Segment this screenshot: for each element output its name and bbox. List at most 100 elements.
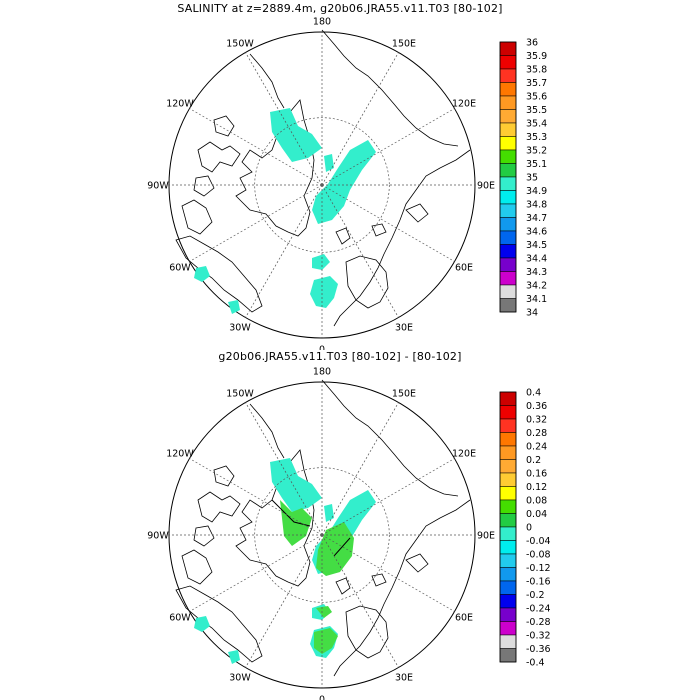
colorbar-label: -0.36 <box>526 644 551 655</box>
colorbar-label: -0.4 <box>526 658 545 669</box>
data-field <box>310 276 338 308</box>
colorbar-frame <box>499 391 517 663</box>
data-field <box>270 108 322 162</box>
data-field <box>194 616 210 632</box>
meridian-line <box>321 52 399 186</box>
coastline <box>249 403 285 459</box>
colorbar-label: 0.04 <box>526 509 547 520</box>
longitude-label: 0 <box>319 695 325 700</box>
colorbar-label: 35.8 <box>526 65 547 76</box>
colorbar-swatch <box>499 499 517 514</box>
colorbar-frame <box>499 41 517 313</box>
coastline <box>333 149 471 327</box>
coastline <box>197 491 241 523</box>
colorbar-swatch <box>499 405 517 420</box>
coastline <box>405 203 429 223</box>
colorbar-swatch <box>499 607 517 622</box>
colorbar-label: -0.24 <box>526 604 551 615</box>
colorbar-label: -0.28 <box>526 617 551 628</box>
colorbar-swatch <box>499 217 517 232</box>
coastline <box>371 223 387 237</box>
map-title: g20b06.JRA55.v11.T03 [80-102] - [80-102] <box>218 350 462 363</box>
colorbar-label: 35.5 <box>526 105 547 116</box>
meridian-line <box>189 458 323 536</box>
data-field <box>316 522 354 576</box>
coastline <box>321 29 459 147</box>
colorbar-swatch <box>499 621 517 636</box>
coastline <box>335 227 351 245</box>
data-field <box>324 154 334 172</box>
longitude-label: 90E <box>477 181 495 192</box>
colorbar-swatch <box>499 95 517 110</box>
meridian-line <box>189 184 323 262</box>
colorbar-label: 35.9 <box>526 51 547 62</box>
colorbar-label: 0.32 <box>526 415 547 426</box>
coastline <box>181 199 213 235</box>
longitude-label: 180 <box>313 17 331 28</box>
longitude-label: 150E <box>392 388 416 399</box>
meridian-line <box>321 458 455 536</box>
colorbar-swatch <box>499 391 517 406</box>
colorbar-swatch <box>499 122 517 137</box>
meridian-line <box>321 534 399 668</box>
colorbar-label: 0.16 <box>526 469 547 480</box>
meridian-line <box>321 534 455 612</box>
colorbar-label: 35.3 <box>526 132 547 143</box>
colorbar-swatch <box>499 513 517 528</box>
longitude-label: 120W <box>166 449 194 460</box>
longitude-label: 90W <box>147 531 169 542</box>
meridian-line <box>245 52 323 186</box>
colorbar-label: 0 <box>526 523 532 534</box>
meridian-line <box>321 108 455 186</box>
colorbar-swatch <box>499 109 517 124</box>
colorbar-label: 34.8 <box>526 200 547 211</box>
colorbar-swatch <box>499 257 517 272</box>
colorbar-label: -0.16 <box>526 577 551 588</box>
colorbar-swatch <box>499 634 517 649</box>
coastline <box>193 175 215 197</box>
colorbar-swatch <box>499 271 517 286</box>
polar-map-panel: 180 150E 120E 90E 60E 30E 0 30W 60W 90W 120W 150W 0.… <box>147 367 551 700</box>
colorbar-swatch <box>499 203 517 218</box>
colorbar-label: 36 <box>526 38 538 49</box>
polar-map-panel: 180 150E 120E 90E 60E 30E 0 30W 60W 90W 120W 150W 36… <box>147 17 547 351</box>
longitude-label: 60W <box>169 263 191 274</box>
longitude-label: 90E <box>477 531 495 542</box>
latitude-circle <box>254 117 390 253</box>
colorbar-label: 35.7 <box>526 78 547 89</box>
colorbar-swatch <box>499 526 517 541</box>
colorbar-label: 34.4 <box>526 254 547 265</box>
colorbar-swatch <box>499 82 517 97</box>
data-field <box>312 140 376 224</box>
longitude-label: 150W <box>226 38 254 49</box>
longitude-label: 150E <box>392 38 416 49</box>
colorbar-swatch <box>499 230 517 245</box>
colorbar-swatch <box>499 41 517 56</box>
colorbar-label: 34 <box>526 308 538 319</box>
colorbar-swatch <box>499 163 517 178</box>
colorbar-label: 35.6 <box>526 92 547 103</box>
coastline <box>213 465 235 487</box>
colorbar-label: 35.4 <box>526 119 547 130</box>
coastline <box>235 99 315 237</box>
coastline <box>235 449 315 587</box>
colorbar-label: 35 <box>526 173 538 184</box>
coastline <box>249 53 285 109</box>
colorbar-swatch <box>499 176 517 191</box>
colorbar-swatch <box>499 284 517 299</box>
colorbar-swatch <box>499 553 517 568</box>
data-field <box>314 628 338 654</box>
coastline <box>405 553 429 573</box>
colorbar-label: 34.1 <box>526 294 547 305</box>
longitude-label: 30E <box>395 673 413 684</box>
coastline <box>197 141 241 173</box>
data-field <box>316 606 332 618</box>
meridian-line <box>245 534 323 668</box>
colorbar-swatch <box>499 594 517 609</box>
longitude-label: 60E <box>455 263 473 274</box>
colorbar-label: -0.32 <box>526 631 551 642</box>
colorbar-label: 34.5 <box>526 240 547 251</box>
longitude-label: 90W <box>147 181 169 192</box>
longitude-label: 0 <box>319 345 325 351</box>
colorbar-swatch <box>499 648 517 663</box>
